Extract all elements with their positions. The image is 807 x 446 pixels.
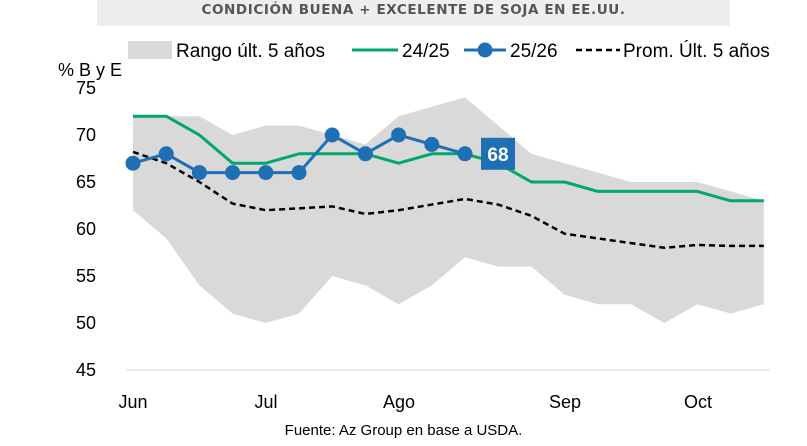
y-tick-label: 75 xyxy=(76,78,96,98)
series-2425-line xyxy=(133,114,764,203)
y-tick-label: 50 xyxy=(76,313,96,333)
x-tick-label: Sep xyxy=(549,392,581,412)
legend-label: Rango últ. 5 años xyxy=(176,41,325,62)
x-tick-label: Jul xyxy=(254,392,277,412)
title-background xyxy=(97,0,730,26)
x-tick-label: Ago xyxy=(383,392,415,412)
series-2526-point xyxy=(191,165,207,181)
y-tick-label: 70 xyxy=(76,125,96,145)
series-2526-point xyxy=(258,165,274,181)
legend-label: Prom. Últ. 5 años xyxy=(623,40,770,62)
y-tick-label: 55 xyxy=(76,266,96,286)
y-tick-label: 45 xyxy=(76,360,96,380)
series-2526-point xyxy=(391,127,407,143)
range-band xyxy=(133,97,764,324)
series-2526-point xyxy=(324,127,340,143)
x-tick-label: Jun xyxy=(118,392,147,412)
series-2526-point xyxy=(424,136,440,152)
y-tick-label: 65 xyxy=(76,172,96,192)
legend-2526-marker xyxy=(477,42,493,58)
chart-title: CONDICIÓN BUENA + EXCELENTE DE SOJA EN E… xyxy=(201,2,626,18)
legend-label: 24/25 xyxy=(402,41,450,62)
chart: 45 50 55 60 65 70 75% B y E Jun Jul Ago Sep Oct 68 Ra… xyxy=(58,40,770,412)
series-2526-point xyxy=(225,165,241,181)
source-note: Fuente: Az Group en base a USDA. xyxy=(284,422,523,439)
series-2526-point xyxy=(457,146,473,162)
series-2526-point xyxy=(158,146,174,162)
legend-label: 25/26 xyxy=(510,41,558,62)
last-value-badge xyxy=(481,137,515,170)
last-value-label: 68 xyxy=(487,145,508,166)
series-2526-point xyxy=(357,146,373,162)
series-2526-point xyxy=(125,155,141,171)
x-tick-label: Oct xyxy=(684,392,712,412)
legend-band-swatch xyxy=(128,41,172,59)
series-2526-point xyxy=(291,165,307,181)
avg-5y-line xyxy=(132,150,764,250)
y-tick-label: 60 xyxy=(76,219,96,239)
y-axis-label: % B y E xyxy=(58,60,122,80)
